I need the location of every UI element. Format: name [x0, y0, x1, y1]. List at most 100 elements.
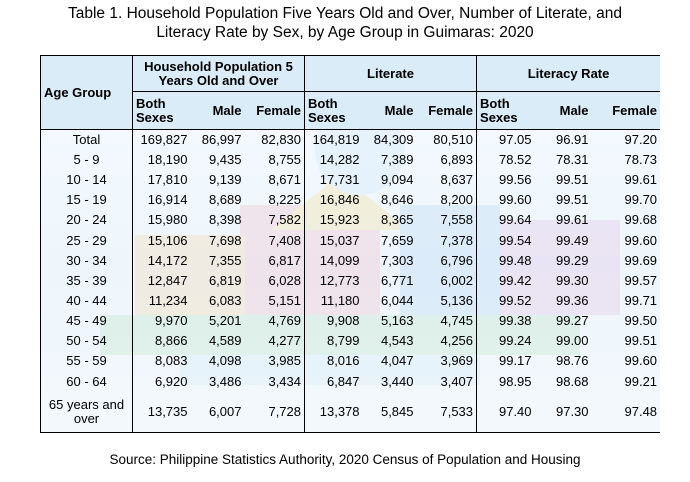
cell-lit-male: 3,440 — [380, 373, 414, 389]
cell-rate-female: 99.60 — [624, 353, 658, 369]
cell-pop-male: 4,589 — [208, 333, 242, 349]
table-row: 50 - 54 8,866 4,589 4,277 8,799 4,543 4,256 99.… — [41, 330, 661, 352]
cell-rate-female: 97.48 — [624, 403, 658, 419]
cell-pop-female: 7,728 — [268, 403, 302, 419]
cell-pop-male: 3,486 — [208, 373, 242, 389]
cell-pop-both: 8,083 — [132, 351, 191, 372]
cell-age: 50 - 54 — [66, 333, 107, 349]
cell-pop-male: 8,689 — [208, 192, 242, 208]
table-body: Total 169,827 86,997 82,830 164,819 84,309 80,… — [41, 129, 661, 433]
cell-rate-female: 78.73 — [624, 151, 658, 167]
cell-age: 10 - 14 — [66, 172, 107, 188]
cell-lit-male: 6,044 — [380, 292, 414, 308]
cell-pop-both: 16,914 — [132, 189, 191, 211]
cell-pop-male: 5,201 — [208, 313, 242, 329]
cell-rate-female: 99.61 — [624, 172, 658, 188]
cell-pop-male: 86,997 — [201, 132, 242, 148]
cell-pop-both: 15,980 — [132, 210, 191, 231]
cell-pop-both: 15,106 — [132, 230, 191, 251]
cell-lit-male: 7,389 — [380, 151, 414, 167]
table-row: 60 - 64 6,920 3,486 3,434 6,847 3,440 3,407 98.… — [41, 371, 661, 392]
cell-rate-both: 99.42 — [476, 270, 535, 291]
cell-lit-male: 5,845 — [380, 403, 414, 419]
cell-rate-male: 96.91 — [555, 132, 589, 148]
cell-lit-both: 13,378 — [304, 391, 363, 433]
cell-lit-male: 4,543 — [380, 333, 414, 349]
cell-age: 15 - 19 — [66, 192, 107, 208]
cell-pop-both: 169,827 — [132, 129, 191, 150]
table-row: 5 - 9 18,190 9,435 8,755 14,282 7,389 6,893 78.… — [41, 149, 661, 170]
header-literacy-rate: Literacy Rate — [476, 55, 660, 92]
cell-rate-male: 99.51 — [555, 192, 589, 208]
table-container: Age Group Household Population 5 Years O… — [40, 55, 660, 433]
header-literate: Literate — [304, 55, 477, 92]
cell-lit-female: 6,002 — [440, 272, 474, 288]
cell-age: 25 - 29 — [66, 232, 107, 248]
cell-pop-both: 9,970 — [132, 310, 191, 331]
cell-lit-female: 7,558 — [440, 212, 474, 228]
cell-lit-both: 11,180 — [304, 290, 363, 311]
table-row: 20 - 24 15,980 8,398 7,582 15,923 8,365 7,558 9… — [41, 210, 661, 231]
cell-pop-both: 17,810 — [132, 169, 191, 190]
cell-rate-both: 99.24 — [476, 330, 535, 352]
cell-rate-female: 99.21 — [624, 373, 658, 389]
table-title: Table 1. Household Population Five Years… — [0, 4, 690, 42]
cell-age: 60 - 64 — [66, 373, 107, 389]
cell-lit-both: 8,016 — [304, 351, 363, 372]
cell-pop-male: 4,098 — [208, 353, 242, 369]
table-row: 65 years and over 13,735 6,007 7,728 13,378 5… — [41, 391, 661, 433]
cell-lit-male: 9,094 — [380, 172, 414, 188]
cell-rate-male: 99.27 — [555, 313, 589, 329]
cell-age: 65 years and over — [48, 397, 125, 426]
cell-rate-both: 78.52 — [476, 149, 535, 170]
cell-lit-both: 15,037 — [304, 230, 363, 251]
cell-pop-both: 14,172 — [132, 250, 191, 271]
cell-lit-male: 84,309 — [373, 132, 414, 148]
table-row: 15 - 19 16,914 8,689 8,225 16,846 8,646 8,200 9… — [41, 189, 661, 211]
cell-age: 30 - 34 — [66, 252, 107, 268]
cell-age: 45 - 49 — [66, 313, 107, 329]
cell-lit-male: 4,047 — [380, 353, 414, 369]
cell-rate-female: 99.70 — [624, 192, 658, 208]
cell-rate-female: 99.68 — [624, 212, 658, 228]
cell-lit-female: 5,136 — [440, 292, 474, 308]
cell-age: Total — [72, 132, 101, 148]
cell-lit-both: 6,847 — [304, 371, 363, 392]
cell-pop-female: 7,582 — [268, 212, 302, 228]
cell-rate-both: 97.05 — [476, 129, 535, 150]
cell-rate-both: 99.64 — [476, 210, 535, 231]
cell-lit-female: 4,745 — [440, 313, 474, 329]
cell-pop-female: 7,408 — [268, 232, 302, 248]
cell-lit-both: 17,731 — [304, 169, 363, 190]
cell-lit-female: 7,378 — [440, 232, 474, 248]
cell-lit-both: 16,846 — [304, 189, 363, 211]
cell-lit-female: 6,796 — [440, 252, 474, 268]
cell-lit-male: 7,303 — [380, 252, 414, 268]
cell-rate-both: 99.48 — [476, 250, 535, 271]
cell-pop-both: 8,866 — [132, 330, 191, 352]
table-row: 55 - 59 8,083 4,098 3,985 8,016 4,047 3,969 99.… — [41, 351, 661, 372]
cell-pop-both: 6,920 — [132, 371, 191, 392]
cell-rate-male: 98.76 — [555, 353, 589, 369]
cell-pop-male: 6,819 — [208, 272, 242, 288]
table-row: 45 - 49 9,970 5,201 4,769 9,908 5,163 4,745 99.… — [41, 310, 661, 331]
subheader-lit-male: Male — [362, 91, 417, 130]
cell-pop-male: 9,435 — [208, 151, 242, 167]
cell-pop-both: 11,234 — [132, 290, 191, 311]
table-row: 10 - 14 17,810 9,139 8,671 17,731 9,094 8,637 9… — [41, 169, 661, 190]
subheader-lit-both: Both Sexes — [304, 91, 363, 130]
cell-lit-male: 7,659 — [380, 232, 414, 248]
cell-pop-female: 3,985 — [268, 353, 302, 369]
cell-rate-male: 99.29 — [555, 252, 589, 268]
cell-lit-female: 80,510 — [433, 132, 474, 148]
cell-rate-male: 97.30 — [555, 403, 589, 419]
cell-lit-male: 6,771 — [380, 272, 414, 288]
cell-lit-female: 3,969 — [440, 353, 474, 369]
cell-age: 35 - 39 — [66, 272, 107, 288]
cell-lit-both: 14,099 — [304, 250, 363, 271]
cell-rate-male: 78.31 — [555, 151, 589, 167]
table-row: Total 169,827 86,997 82,830 164,819 84,309 80,… — [41, 129, 661, 150]
cell-lit-both: 15,923 — [304, 210, 363, 231]
cell-lit-male: 5,163 — [380, 313, 414, 329]
